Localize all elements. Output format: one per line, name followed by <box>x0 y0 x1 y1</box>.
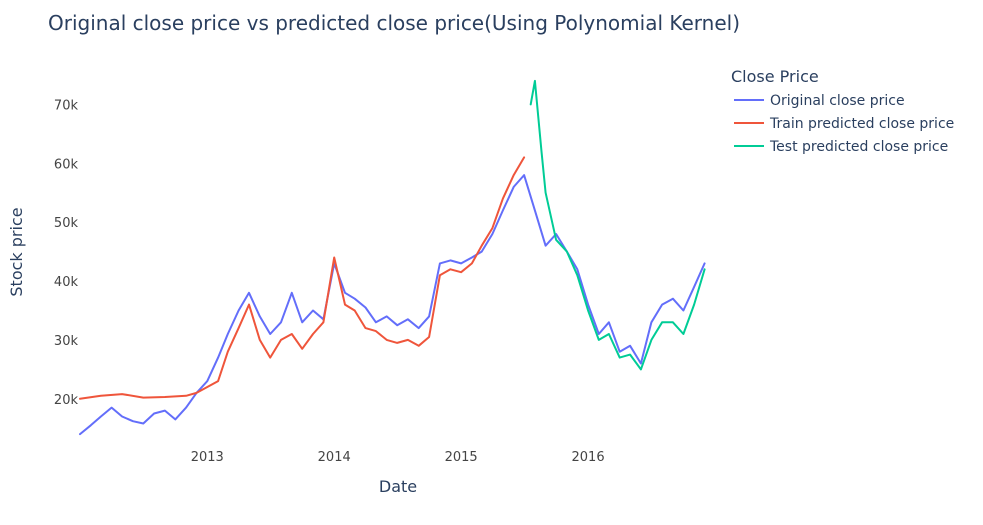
x-axis-title: Date <box>379 477 417 496</box>
x-tick-label: 2014 <box>318 450 351 465</box>
series-line-2 <box>79 156 526 400</box>
legend[interactable]: Close Price Original close price Train pr… <box>731 67 954 155</box>
y-tick-label: 50k <box>54 216 79 231</box>
series-line-1 <box>79 174 706 436</box>
x-tick-label: 2015 <box>445 450 478 465</box>
x-tick-label: 2013 <box>191 450 224 465</box>
y-tick-label: 40k <box>54 275 79 290</box>
y-tick-label: 70k <box>54 98 79 113</box>
y-tick-label: 30k <box>54 334 79 349</box>
chart-title: Original close price vs predicted close … <box>48 11 740 35</box>
legend-item[interactable]: Test predicted close price <box>734 139 948 155</box>
y-tick-label: 60k <box>54 157 79 172</box>
plot-area <box>79 79 706 436</box>
y-axis: 20k 30k 40k 50k 60k 70k <box>54 98 79 407</box>
legend-label: Train predicted close price <box>769 116 954 132</box>
legend-item[interactable]: Train predicted close price <box>734 116 954 132</box>
legend-item[interactable]: Original close price <box>734 93 905 109</box>
x-tick-label: 2016 <box>572 450 605 465</box>
series-line-3 <box>529 79 706 371</box>
legend-title: Close Price <box>731 67 819 86</box>
y-tick-label: 20k <box>54 393 79 408</box>
legend-label: Test predicted close price <box>769 139 948 155</box>
legend-label: Original close price <box>770 93 905 109</box>
x-axis: 2013 2014 2015 2016 <box>191 450 605 465</box>
y-axis-title: Stock price <box>7 207 26 296</box>
